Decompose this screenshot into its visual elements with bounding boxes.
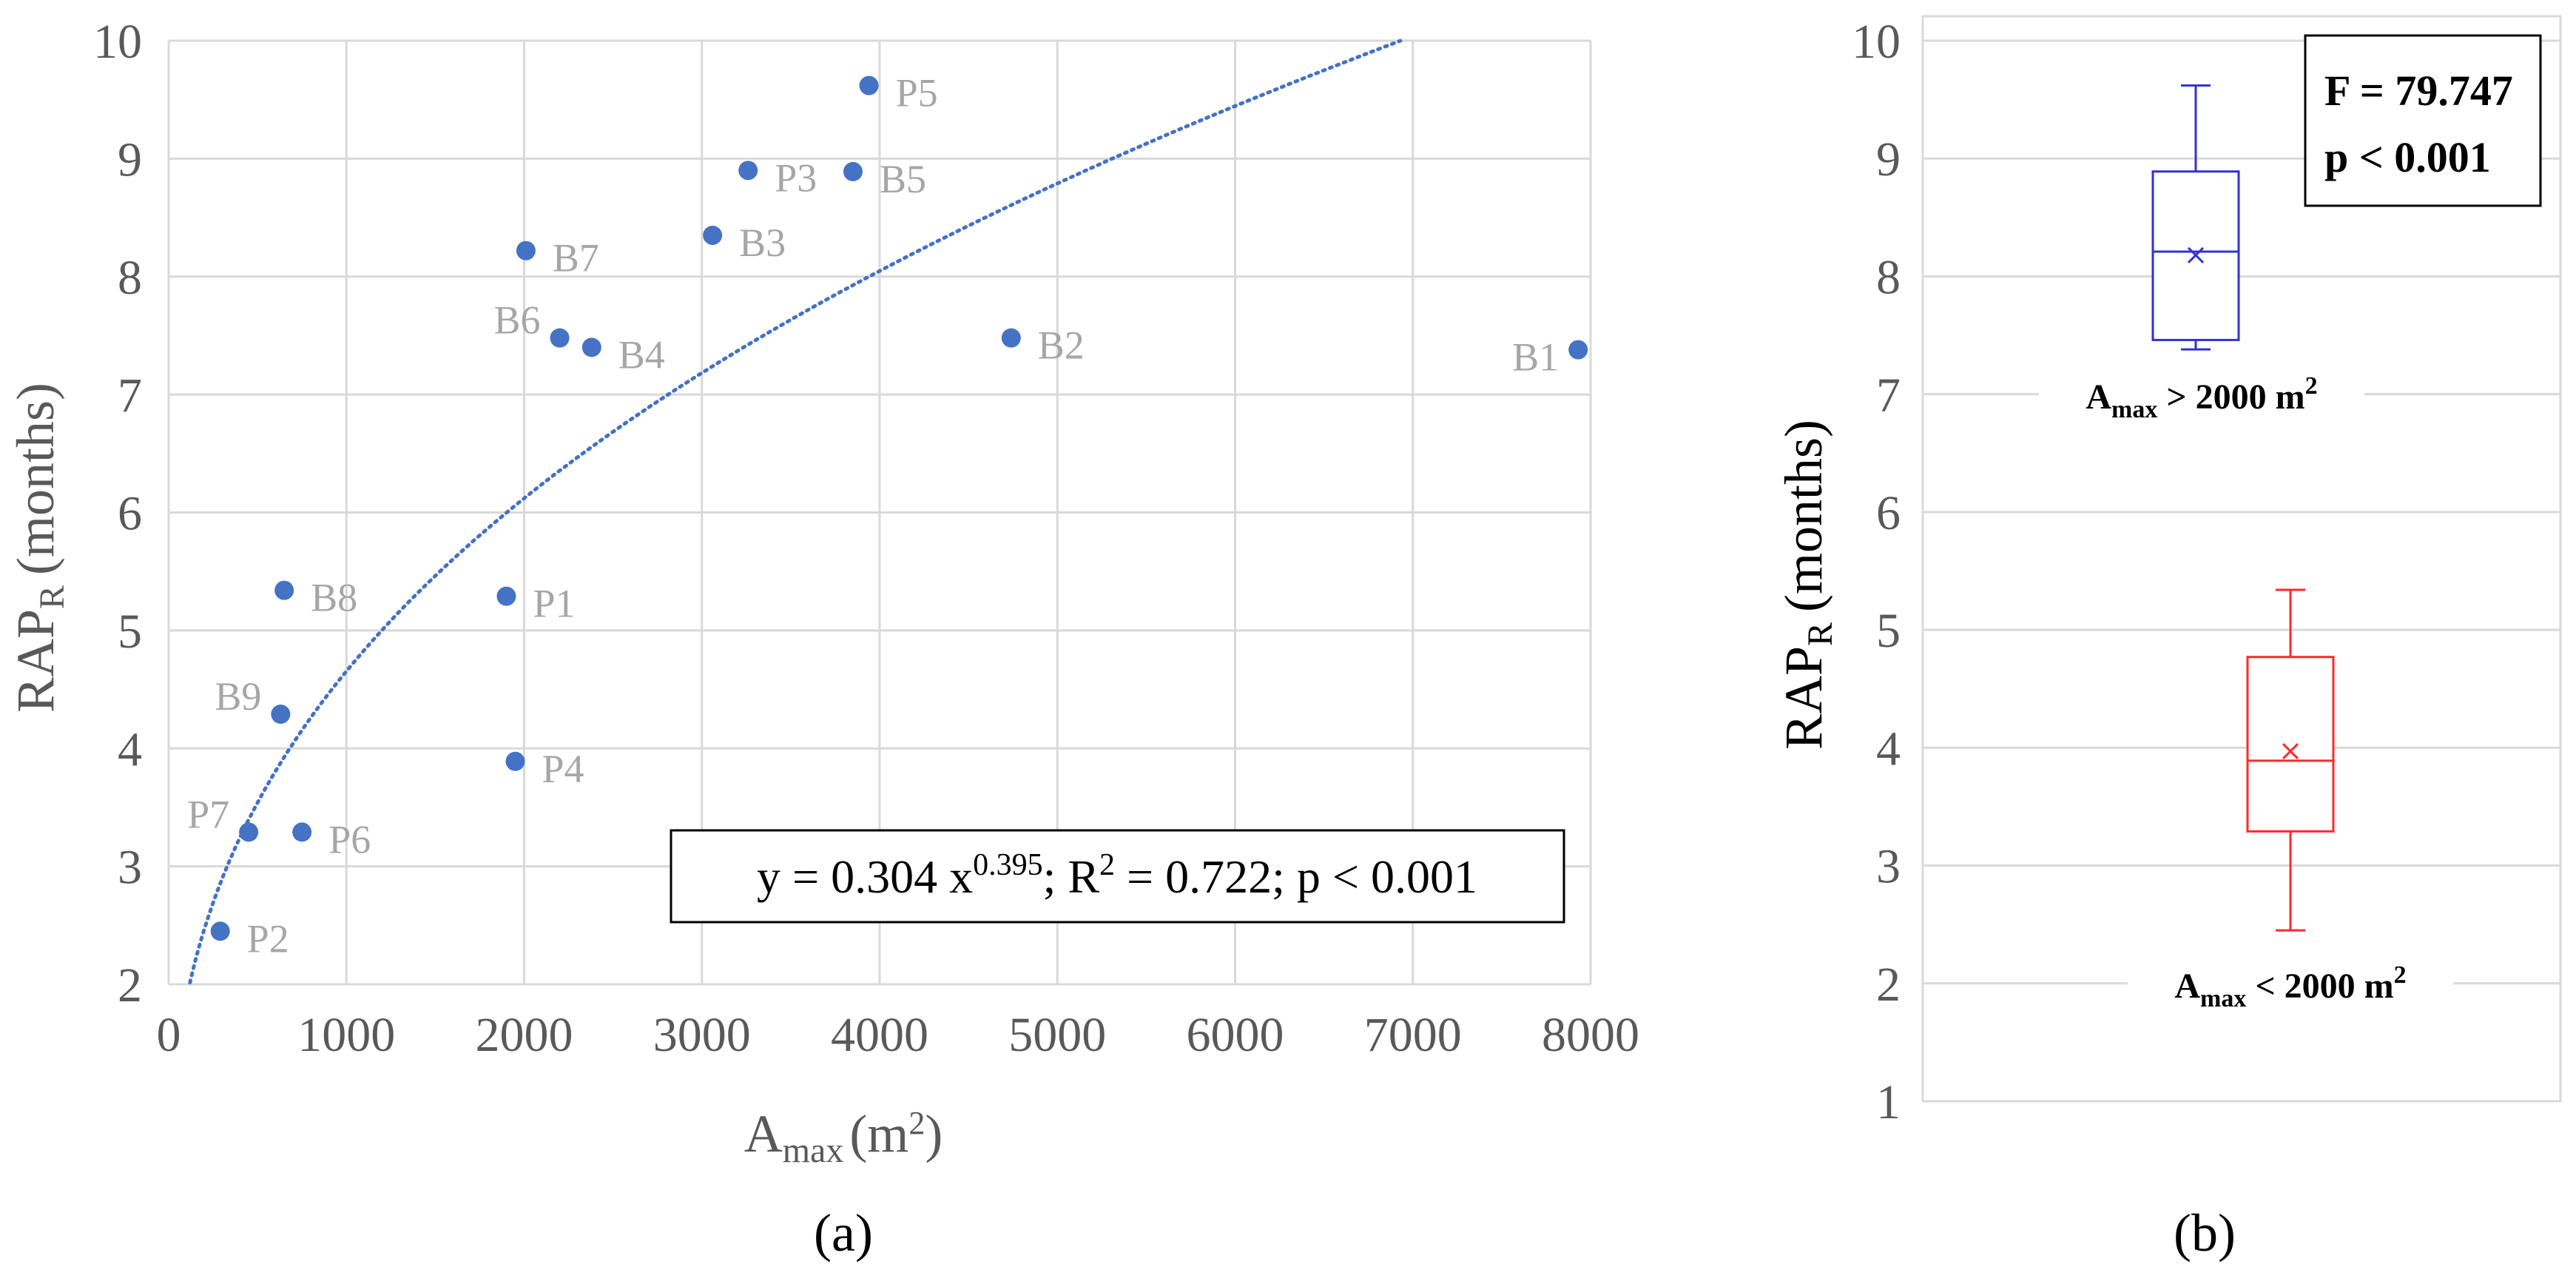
scatter-point-b7 xyxy=(516,241,536,261)
box-plot-group-1 xyxy=(2151,84,2240,351)
point-label-p3: P3 xyxy=(775,155,817,200)
scatter-point-b4 xyxy=(581,337,601,357)
scatter-point-b2 xyxy=(1001,328,1021,348)
scatter-y-tick-label: 4 xyxy=(118,722,142,776)
scatter-y-tick-label: 6 xyxy=(118,487,142,541)
box-y-tick-label: 5 xyxy=(1876,604,1901,658)
box-y-tick-label: 4 xyxy=(1876,722,1901,776)
scatter-point-p6 xyxy=(292,822,312,842)
scatter-y-tick-label: 2 xyxy=(118,958,142,1012)
p-value: p < 0.001 xyxy=(2324,133,2491,181)
box-plot-panel: 1 2 3 4 5 6 7 8 9 10 Amax > 2000 m2 Amax < 2000 m… xyxy=(1774,15,2562,1263)
point-label-b9: B9 xyxy=(215,674,261,719)
box-plots xyxy=(2151,84,2335,932)
box-y-axis-title: RAPR(months) xyxy=(1774,420,1840,750)
box-y-tick-labels: 1 2 3 4 5 6 7 8 9 10 xyxy=(1852,15,1901,1129)
mean-marker-b xyxy=(2282,743,2299,760)
scatter-point-p2 xyxy=(210,921,230,941)
group-label-high: Amax > 2000 m2 xyxy=(2086,372,2317,423)
scatter-point-p4 xyxy=(505,751,525,771)
box-y-tick-label: 8 xyxy=(1876,250,1901,304)
box-plot-group-2 xyxy=(2246,588,2335,932)
box-y-tick-label: 7 xyxy=(1876,369,1901,423)
scatter-y-tick-label: 8 xyxy=(118,251,142,305)
scatter-point-b5 xyxy=(843,161,863,181)
scatter-point-p3 xyxy=(738,161,758,181)
group-label-bg-high xyxy=(2039,367,2364,429)
f-statistic: F = 79.747 xyxy=(2324,67,2513,115)
scatter-y-tick-label: 5 xyxy=(118,605,142,659)
point-label-b5: B5 xyxy=(880,157,926,201)
box-y-tick-label: 6 xyxy=(1876,486,1901,540)
point-label-p7: P7 xyxy=(187,792,229,836)
point-label-b1: B1 xyxy=(1512,335,1559,380)
point-label-p5: P5 xyxy=(896,71,938,115)
box-y-tick-label: 2 xyxy=(1876,958,1901,1012)
scatter-point-b3 xyxy=(703,225,723,245)
point-label-b4: B4 xyxy=(618,332,665,377)
box-y-tick-label: 3 xyxy=(1876,840,1901,894)
scatter-point-labels: P5 P3 B5 B3 B7 B6 B4 B2 B1 B8 P1 B9 P4 P7 P6 P2 xyxy=(187,71,1559,961)
scatter-y-axis-title: RAPR(months) xyxy=(6,383,72,713)
scatter-y-tick-label: 3 xyxy=(118,841,142,895)
point-label-b7: B7 xyxy=(553,236,599,280)
scatter-point-b8 xyxy=(274,580,294,600)
scatter-point-p5 xyxy=(859,75,879,95)
panel-label-a: (a) xyxy=(814,1203,873,1263)
point-label-p2: P2 xyxy=(247,916,289,961)
scatter-x-tick-label: 1000 xyxy=(297,1008,395,1062)
scatter-point-p1 xyxy=(496,586,516,606)
scatter-x-tick-label: 5000 xyxy=(1008,1008,1106,1062)
scatter-x-tick-label: 8000 xyxy=(1542,1008,1639,1062)
point-label-b3: B3 xyxy=(739,221,786,265)
scatter-x-tick-label: 4000 xyxy=(831,1008,928,1062)
point-label-p4: P4 xyxy=(542,747,584,791)
scatter-x-tick-label: 0 xyxy=(157,1008,181,1062)
scatter-point-b6 xyxy=(550,328,570,348)
box-y-tick-label: 10 xyxy=(1852,15,1901,69)
scatter-y-tick-labels: 2 3 4 5 6 7 8 9 10 xyxy=(93,15,142,1012)
scatter-point-b1 xyxy=(1568,340,1588,360)
scatter-y-tick-label: 7 xyxy=(118,369,142,423)
scatter-gridlines xyxy=(167,39,1592,986)
scatter-panel: 2 3 4 5 6 7 8 9 10 0 1000 2000 3000 4000 5000 6000 7000… xyxy=(6,15,1639,1263)
scatter-points xyxy=(210,75,1588,941)
panel-label-b: (b) xyxy=(2174,1203,2236,1263)
point-label-b8: B8 xyxy=(311,576,357,620)
scatter-x-tick-label: 2000 xyxy=(476,1008,573,1062)
scatter-y-tick-label: 10 xyxy=(93,15,142,69)
group-label-low: Amax < 2000 m2 xyxy=(2174,961,2406,1012)
iqr-box xyxy=(2246,656,2335,833)
point-label-p6: P6 xyxy=(328,817,371,861)
scatter-y-tick-label: 9 xyxy=(118,132,142,186)
scatter-x-tick-labels: 0 1000 2000 3000 4000 5000 6000 7000 8000 xyxy=(157,1008,1640,1062)
scatter-x-tick-label: 7000 xyxy=(1364,1008,1462,1062)
scatter-point-b9 xyxy=(271,705,291,725)
scatter-x-axis-title: Amax (m2) xyxy=(744,1104,943,1170)
scatter-point-p7 xyxy=(239,822,259,842)
scatter-x-tick-label: 6000 xyxy=(1187,1008,1284,1062)
equation-text: y = 0.304 x0.395; R2 = 0.722; p < 0.001 xyxy=(757,848,1477,903)
box-y-tick-label: 1 xyxy=(1876,1075,1901,1129)
scatter-x-tick-label: 3000 xyxy=(653,1008,751,1062)
f-test-box xyxy=(2304,34,2542,207)
equation-box xyxy=(670,829,1565,924)
point-label-b6: B6 xyxy=(494,298,541,343)
point-label-p1: P1 xyxy=(533,582,575,626)
power-trendline xyxy=(188,38,1403,985)
group-label-bg-low xyxy=(2128,957,2453,1019)
point-label-b2: B2 xyxy=(1038,323,1085,368)
mean-marker-b xyxy=(2187,246,2205,263)
box-y-tick-label: 9 xyxy=(1876,132,1901,186)
